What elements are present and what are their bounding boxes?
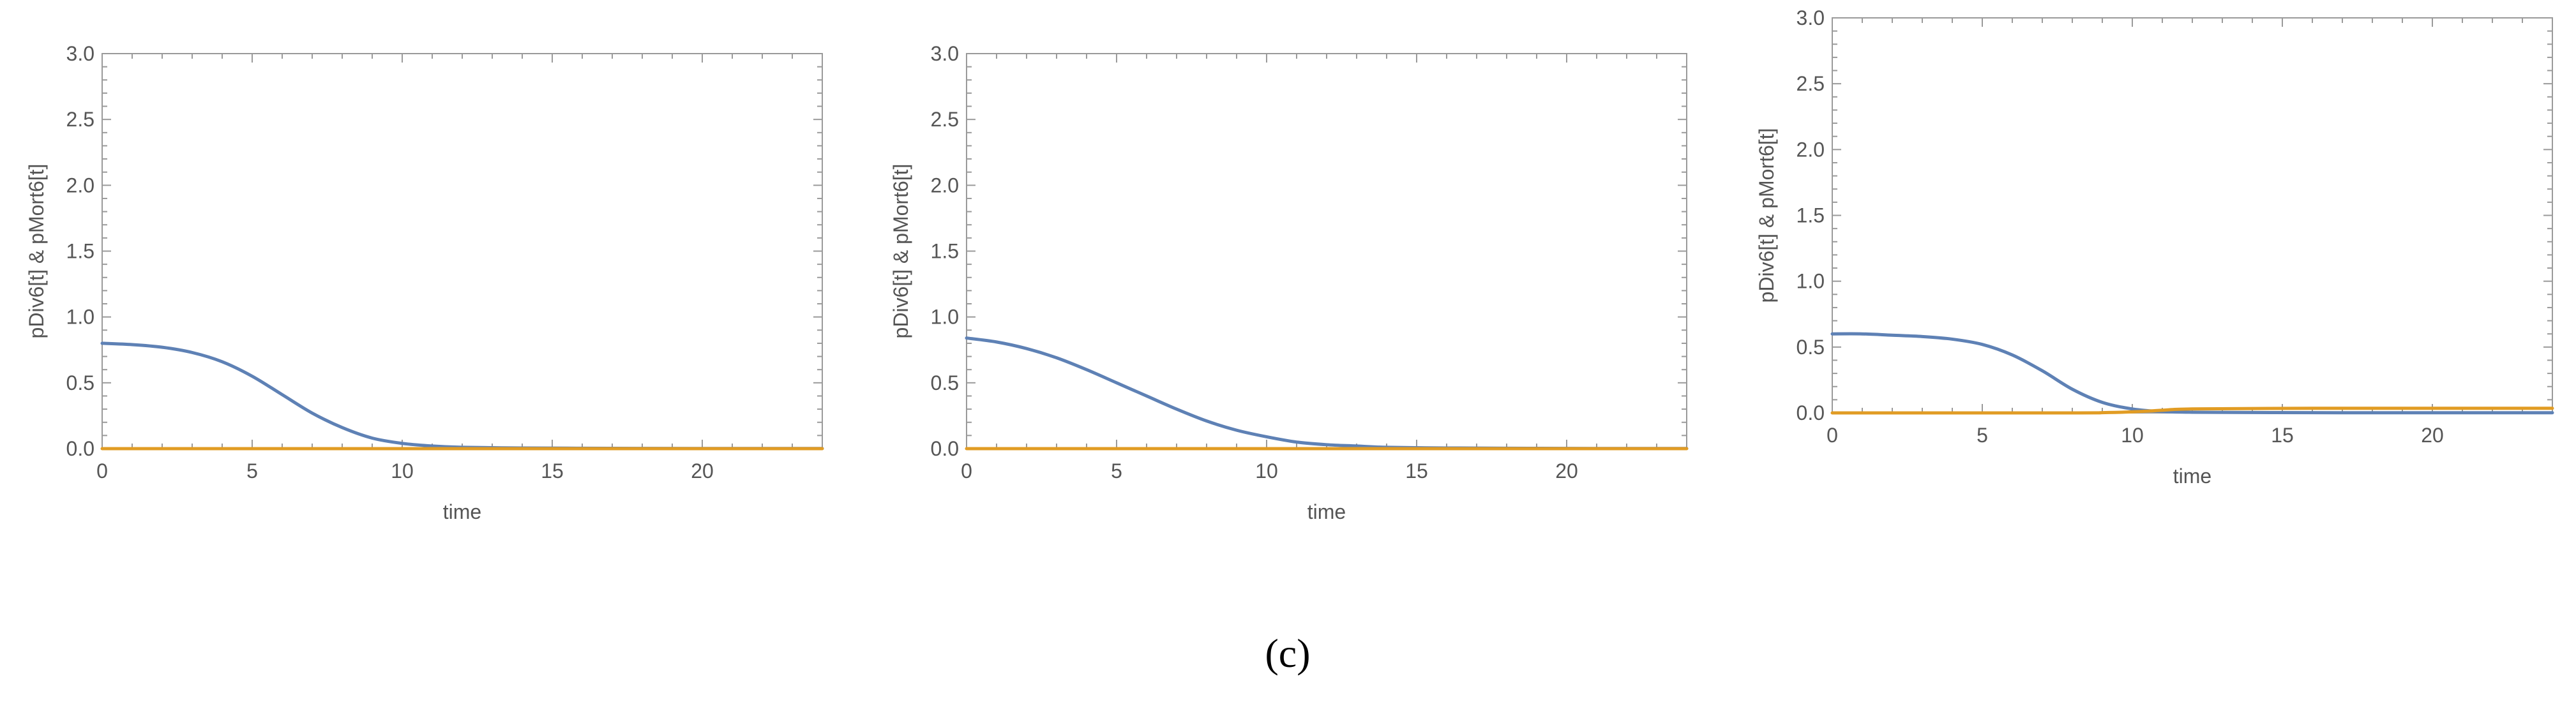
y-tick-label: 2.0 bbox=[1796, 138, 1825, 161]
x-tick-label: 15 bbox=[1405, 459, 1428, 482]
y-axis-label: pDiv6[t] & pMort6[t] bbox=[1755, 128, 1778, 303]
x-tick-label: 5 bbox=[1977, 424, 1988, 447]
y-tick-label: 2.5 bbox=[931, 108, 959, 131]
y-tick-label: 2.5 bbox=[66, 108, 94, 131]
y-tick-label: 1.5 bbox=[1796, 204, 1825, 227]
chart-panel-b: 0 5 10 15 20 0.0 0.5 1.0 1.5 2.0 2.5 3.0 time pDiv6[t… bbox=[889, 42, 1689, 523]
y-tick-label: 3.0 bbox=[931, 42, 959, 65]
figure-caption: (c) bbox=[1265, 631, 1310, 676]
x-tick-label: 10 bbox=[2121, 424, 2144, 447]
y-tick-label: 1.0 bbox=[66, 306, 94, 329]
y-tick-label: 1.0 bbox=[1796, 270, 1825, 293]
chart-panel-a: 0 5 10 15 20 0.0 0.5 1.0 1.5 2.0 2.5 3.0 time pDiv6[t… bbox=[25, 42, 824, 523]
x-tick-label: 0 bbox=[961, 459, 972, 482]
x-tick-label: 15 bbox=[2271, 424, 2294, 447]
y-axis-label: pDiv6[t] & pMort6[t] bbox=[889, 164, 912, 339]
plot-frame bbox=[1832, 17, 2553, 414]
y-tick-label: 1.5 bbox=[931, 240, 959, 263]
y-tick-label: 0.0 bbox=[66, 437, 94, 460]
y-tick-label: 2.5 bbox=[1796, 72, 1825, 95]
x-tick-label: 0 bbox=[96, 459, 108, 482]
x-axis-label: time bbox=[443, 500, 481, 523]
series-line-blue bbox=[100, 341, 824, 451]
series-line-blue bbox=[965, 336, 1689, 451]
y-tick-label: 0.0 bbox=[931, 437, 959, 460]
y-tick-label: 1.5 bbox=[66, 240, 94, 263]
x-tick-label: 20 bbox=[2421, 424, 2444, 447]
plot-frame bbox=[966, 53, 1687, 449]
x-tick-label: 0 bbox=[1827, 424, 1838, 447]
y-tick-label: 0.0 bbox=[1796, 401, 1825, 424]
x-tick-label: 20 bbox=[691, 459, 714, 482]
y-tick-label: 3.0 bbox=[1796, 6, 1825, 29]
y-tick-label: 3.0 bbox=[66, 42, 94, 65]
x-tick-label: 5 bbox=[1111, 459, 1122, 482]
y-tick-label: 1.0 bbox=[931, 306, 959, 329]
y-axis-label: pDiv6[t] & pMort6[t] bbox=[25, 164, 48, 339]
x-tick-label: 15 bbox=[541, 459, 564, 482]
plot-frame bbox=[102, 53, 823, 449]
x-axis-label: time bbox=[1307, 500, 1346, 523]
y-tick-label: 0.5 bbox=[931, 371, 959, 394]
y-tick-label: 2.0 bbox=[931, 174, 959, 197]
x-tick-label: 10 bbox=[1255, 459, 1278, 482]
y-tick-label: 0.5 bbox=[1796, 336, 1825, 359]
chart-panel-c: 0 5 10 15 20 0.0 0.5 1.0 1.5 2.0 2.5 3.0 time pDiv6[t… bbox=[1755, 6, 2554, 488]
series-line-orange bbox=[1830, 407, 2554, 415]
y-tick-label: 2.0 bbox=[66, 174, 94, 197]
x-tick-label: 10 bbox=[391, 459, 414, 482]
x-axis-label: time bbox=[2173, 465, 2211, 488]
series-line-blue bbox=[1830, 332, 2554, 415]
y-tick-label: 0.5 bbox=[66, 371, 94, 394]
x-tick-label: 20 bbox=[1555, 459, 1578, 482]
x-tick-label: 5 bbox=[246, 459, 258, 482]
